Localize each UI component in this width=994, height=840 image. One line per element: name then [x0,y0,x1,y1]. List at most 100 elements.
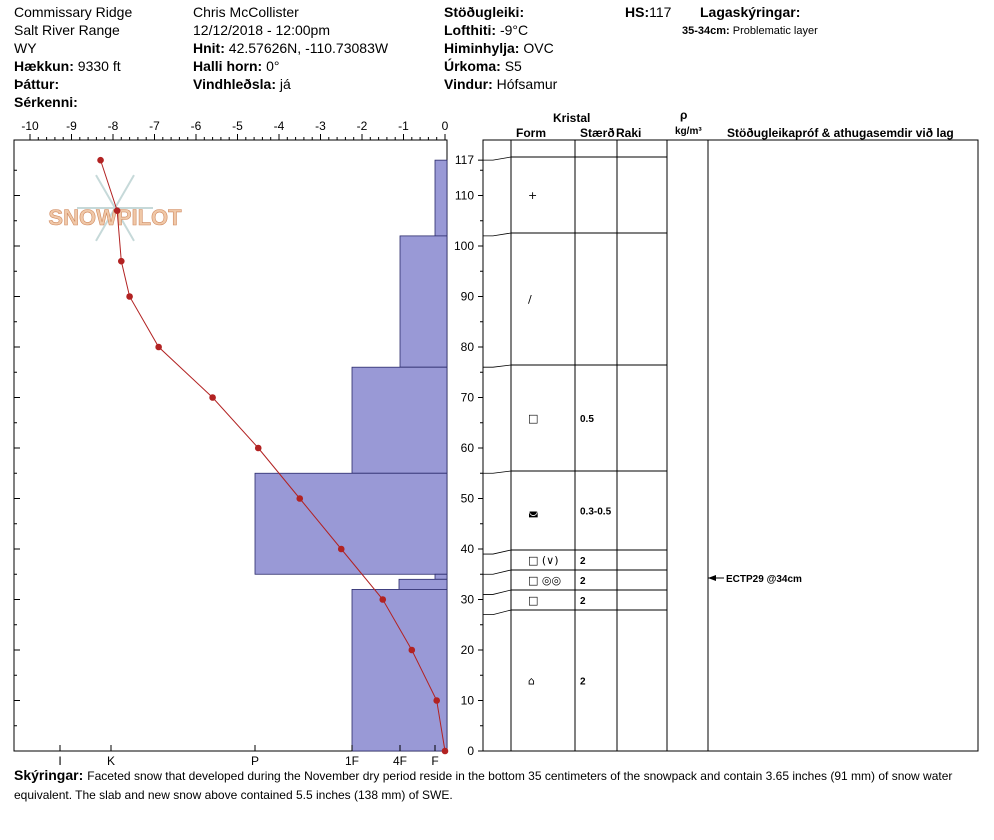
grain-form-icon: □ [528,594,538,607]
grain-size: 2 [580,596,586,607]
sky-cover: Himinhylja: OVC [444,40,554,56]
layer-note-depth: 35-34cm: [682,25,730,37]
coords-label: Hnit: [193,40,225,56]
slope-value: 0° [266,58,280,74]
coordinates: Hnit: 42.57626N, -110.73083W [193,40,388,56]
grain-form-icon: + [528,189,537,202]
layer-connector [483,609,512,616]
snowflake-logo-icon [77,174,153,242]
crystal-header: Kristal [553,111,591,125]
layer-note: 35-34cm: Problematic layer [682,23,818,39]
depth-tick-label: 40 [461,542,475,556]
wind-loading-value: já [279,76,291,92]
temp-tick-label: -2 [357,119,368,133]
hs-label: HS: [625,4,650,20]
hardness-tick-label: I [58,754,61,768]
temperature-point [118,257,125,265]
temperature-point [97,156,104,164]
snow-height: HS:117 [625,4,671,20]
hardness-tick-label: K [107,754,115,768]
grain-form-icon: □ [528,412,538,425]
sky-value: OVC [523,40,554,56]
test-result-label: ECTP29 @34cm [726,574,802,585]
precipitation: Úrkoma: S5 [444,58,522,74]
layer-connector [483,232,512,237]
density-symbol: ρ [680,108,688,122]
grain-form-icon: □ (∨) [528,554,559,567]
depth-tick-label: 60 [461,441,475,455]
depth-tick-label: 50 [461,492,475,506]
moisture-header: Raki [616,126,642,140]
layer-connector [483,589,512,595]
layer-notes-label: Lagaskýringar: [700,4,801,20]
depth-tick-label: 0 [467,744,474,758]
stability-label: Stöðugleiki: [444,4,525,20]
state-name: WY [14,40,37,56]
slope-label: Halli horn: [193,58,263,74]
temperature-point [254,444,262,452]
temp-tick-label: -5 [232,119,243,133]
layer-connector [483,156,512,161]
depth-tick-label: 90 [461,290,475,304]
depth-tick-label: 100 [454,239,474,253]
observation-datetime: 12/12/2018 - 12:00pm [193,22,330,38]
temp-tick-label: -6 [191,119,202,133]
notes-label: Skýringar: [14,767,84,783]
tests-header: Stöðugleikapróf & athugasemdir við lag [727,126,954,140]
layer-connector [483,470,512,474]
temp-tick-label: -8 [108,119,119,133]
temp-tick-label: -4 [274,119,285,133]
temp-tick-label: 0 [442,119,449,133]
grain-size: 2 [580,576,586,587]
air-temp: Lofthiti: -9°C [444,22,528,38]
layer-connector [483,569,512,575]
temperature-point [337,545,345,553]
grain-size: 2 [580,556,586,567]
precip-label: Úrkoma: [444,58,501,74]
grain-size: 0.5 [580,414,594,425]
elevation-value: 9330 ft [77,58,121,74]
hardness-tick-label: F [431,754,438,768]
depth-tick-label: 20 [461,643,475,657]
wind-value: Hófsamur [496,76,558,92]
hs-value: 117 [649,4,672,20]
wind-loading-label: Vindhleðsla: [193,76,276,92]
temperature-point [296,495,304,502]
grain-form-icon: / [528,293,532,306]
grain-size: 2 [580,677,586,688]
temp-tick-label: -1 [398,119,409,133]
form-header: Form [516,126,546,140]
sky-label: Himinhylja: [444,40,520,56]
hardness-tick-label: 1F [345,754,359,768]
notes-text: Faceted snow that developed during the N… [14,769,953,802]
hardness-bar-2 [351,366,448,474]
precip-value: S5 [504,58,522,74]
air-temp-label: Lofthiti: [444,22,497,38]
temperature-point [433,697,441,704]
features-label: Sérkenni: [14,94,78,110]
depth-tick-label: 110 [455,189,474,203]
temperature-point [209,394,216,401]
temp-tick-label: -10 [21,119,39,133]
layer-note-text: Problematic layer [732,25,818,37]
temp-tick-label: -9 [66,119,77,133]
elevation: Hækkun: 9330 ft [14,58,121,74]
depth-tick-label: 30 [461,593,475,607]
hardness-bar-1 [399,235,448,368]
layer-connector [483,364,512,368]
depth-tick-label: 80 [461,340,475,354]
depth-tick-label: 117 [455,153,474,167]
observer-name: Chris McCollister [193,4,299,20]
aspect-label: Þáttur: [14,76,60,92]
hardness-bar-5 [398,578,448,590]
hardness-tick-label: P [251,754,259,768]
temperature-point [408,646,416,654]
coords-value: 42.57626N, -110.73083W [228,40,389,56]
elevation-label: Hækkun: [14,58,74,74]
wind: Vindur: Hófsamur [444,76,557,92]
temperature-point [441,747,449,755]
temp-tick-label: -3 [315,119,326,133]
grain-form-icon: ◛ [528,505,539,518]
range-name: Salt River Range [14,22,120,38]
